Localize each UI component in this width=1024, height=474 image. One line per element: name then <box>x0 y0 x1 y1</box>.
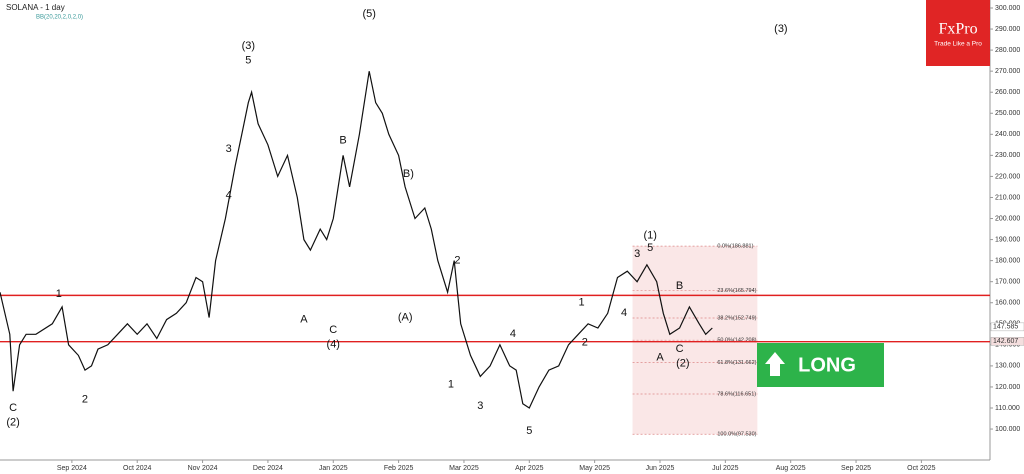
y-tick-label: 260.000 <box>995 89 1020 96</box>
wave-label: 4 <box>621 307 627 319</box>
fib-label: 50.0%(142.208) <box>717 338 756 344</box>
wave-label: 3 <box>634 248 640 260</box>
wave-label: 2 <box>582 337 588 349</box>
price-tag <box>990 337 1024 346</box>
wave-label: B <box>339 135 346 147</box>
wave-label: A <box>656 351 664 363</box>
wave-label: C <box>329 324 337 336</box>
y-tick-label: 130.000 <box>995 363 1020 370</box>
x-tick-label: May 2025 <box>579 465 610 472</box>
y-tick-label: 100.000 <box>995 426 1020 433</box>
y-tick-label: 170.000 <box>995 279 1020 286</box>
wave-label: 1 <box>448 379 454 391</box>
y-tick-label: 210.000 <box>995 194 1020 201</box>
x-tick-label: Oct 2024 <box>123 465 152 472</box>
y-tick-label: 290.000 <box>995 26 1020 33</box>
wave-label: (3) <box>774 23 787 35</box>
wave-label: (A) <box>398 311 413 323</box>
wave-label: 3 <box>477 400 483 412</box>
wave-label: A <box>300 313 308 325</box>
x-tick-label: Dec 2024 <box>253 465 283 472</box>
y-tick-label: 180.000 <box>995 257 1020 264</box>
x-tick-label: Sep 2025 <box>841 465 871 472</box>
up-arrow <box>765 352 785 376</box>
wave-label: (2) <box>6 417 19 429</box>
price-line <box>0 71 713 409</box>
fib-label: 38.2%(152.749) <box>717 315 756 321</box>
fib-label: 78.6%(116.651) <box>717 391 756 397</box>
fib-label: 0.0%(186.881) <box>717 244 753 250</box>
wave-label: 5 <box>245 55 251 67</box>
logo <box>926 0 990 66</box>
fib-label: 100.0%(97.530) <box>717 432 756 438</box>
price-tag <box>990 322 1024 332</box>
indicator-label: BB(20,20,2,0,2,0) <box>36 15 83 21</box>
y-tick-label: 110.000 <box>995 405 1020 412</box>
y-tick-label: 160.000 <box>995 300 1020 307</box>
price-tag-label: 142.607 <box>993 338 1018 345</box>
x-tick-label: Mar 2025 <box>449 465 479 472</box>
wave-label: (3) <box>242 40 255 52</box>
y-tick-label: 120.000 <box>995 384 1020 391</box>
wave-label: (5) <box>362 8 375 20</box>
x-tick-label: Jul 2025 <box>712 465 739 472</box>
wave-label: C <box>9 402 17 414</box>
wave-label: 4 <box>510 328 516 340</box>
wave-label: 2 <box>82 393 88 405</box>
y-tick-label: 190.000 <box>995 236 1020 243</box>
x-tick-label: Aug 2025 <box>776 465 806 472</box>
logo-tagline: Trade Like a Pro <box>934 41 982 48</box>
logo-name: FxPro <box>938 21 977 38</box>
price-tag-label: 147.585 <box>993 324 1018 331</box>
x-tick-label: Oct 2025 <box>907 465 936 472</box>
signal-text: LONG <box>798 354 856 376</box>
wave-label: B) <box>403 168 414 180</box>
fib-label: 23.6%(165.794) <box>717 288 756 294</box>
y-tick-label: 230.000 <box>995 152 1020 159</box>
wave-label: 5 <box>647 242 653 254</box>
fib-label: 61.8%(131.662) <box>717 360 756 366</box>
x-tick-label: Nov 2024 <box>188 465 218 472</box>
y-tick-label: 280.000 <box>995 47 1020 54</box>
wave-label: (1) <box>643 229 656 241</box>
wave-label: 1 <box>56 288 62 300</box>
wave-label: C <box>676 343 684 355</box>
y-tick-label: 300.000 <box>995 5 1020 12</box>
wave-label: 3 <box>226 143 232 155</box>
x-tick-label: Sep 2024 <box>57 465 87 472</box>
x-tick-label: Jun 2025 <box>646 465 675 472</box>
y-tick-label: 250.000 <box>995 110 1020 117</box>
wave-label: 5 <box>526 425 532 437</box>
chart-title: SOLANA - 1 day <box>6 3 65 12</box>
wave-label: 2 <box>454 255 460 267</box>
wave-label: (2) <box>676 358 689 370</box>
wave-label: (4) <box>327 339 340 351</box>
x-tick-label: Feb 2025 <box>384 465 414 472</box>
y-tick-label: 200.000 <box>995 215 1020 222</box>
x-tick-label: Apr 2025 <box>515 465 544 472</box>
wave-label: 4 <box>226 189 232 201</box>
wave-label: 1 <box>579 297 585 309</box>
x-tick-label: Jan 2025 <box>319 465 348 472</box>
y-tick-label: 240.000 <box>995 131 1020 138</box>
y-tick-label: 270.000 <box>995 68 1020 75</box>
y-tick-label: 220.000 <box>995 173 1020 180</box>
wave-label: B <box>676 280 683 292</box>
